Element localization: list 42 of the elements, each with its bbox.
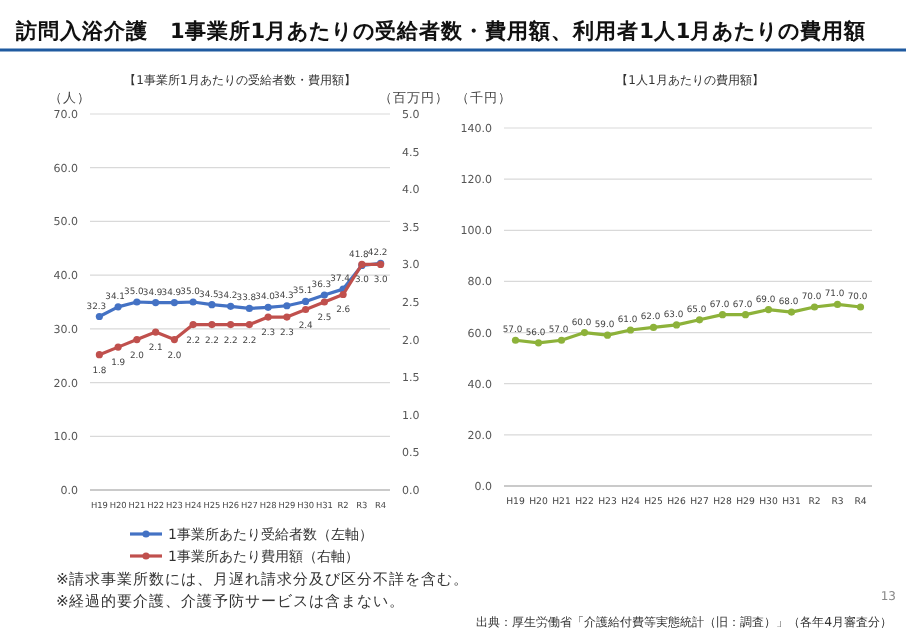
point xyxy=(320,291,328,299)
point xyxy=(208,301,216,309)
point xyxy=(764,305,773,314)
point xyxy=(170,336,178,344)
point xyxy=(152,298,160,307)
point xyxy=(114,343,122,351)
point xyxy=(152,328,160,336)
point xyxy=(170,298,178,307)
point xyxy=(95,351,103,359)
text: 訪問入浴介護 1事業所1月あたりの受給者数・費用額、利用者1人1月あたりの費用額 xyxy=(14,18,867,44)
point xyxy=(695,316,704,324)
point xyxy=(283,302,291,310)
point xyxy=(787,308,796,316)
point xyxy=(339,290,347,299)
point xyxy=(833,300,842,309)
point xyxy=(264,313,272,321)
point xyxy=(227,302,235,310)
point xyxy=(534,339,543,347)
point xyxy=(511,336,520,344)
point xyxy=(649,323,658,332)
point xyxy=(264,303,272,311)
point xyxy=(133,298,141,306)
point xyxy=(718,311,727,319)
point xyxy=(114,303,122,311)
point xyxy=(810,303,819,311)
point xyxy=(189,298,197,306)
point xyxy=(741,311,750,319)
point xyxy=(133,336,141,344)
point xyxy=(245,304,253,313)
point xyxy=(557,336,566,344)
point xyxy=(189,320,197,329)
point xyxy=(580,328,589,337)
point xyxy=(245,320,253,329)
point xyxy=(626,326,635,334)
point xyxy=(320,298,328,306)
point xyxy=(672,321,681,329)
point xyxy=(856,303,865,311)
point xyxy=(302,305,310,314)
point xyxy=(95,312,103,321)
point xyxy=(302,297,310,306)
point xyxy=(283,313,291,321)
point xyxy=(603,331,612,339)
